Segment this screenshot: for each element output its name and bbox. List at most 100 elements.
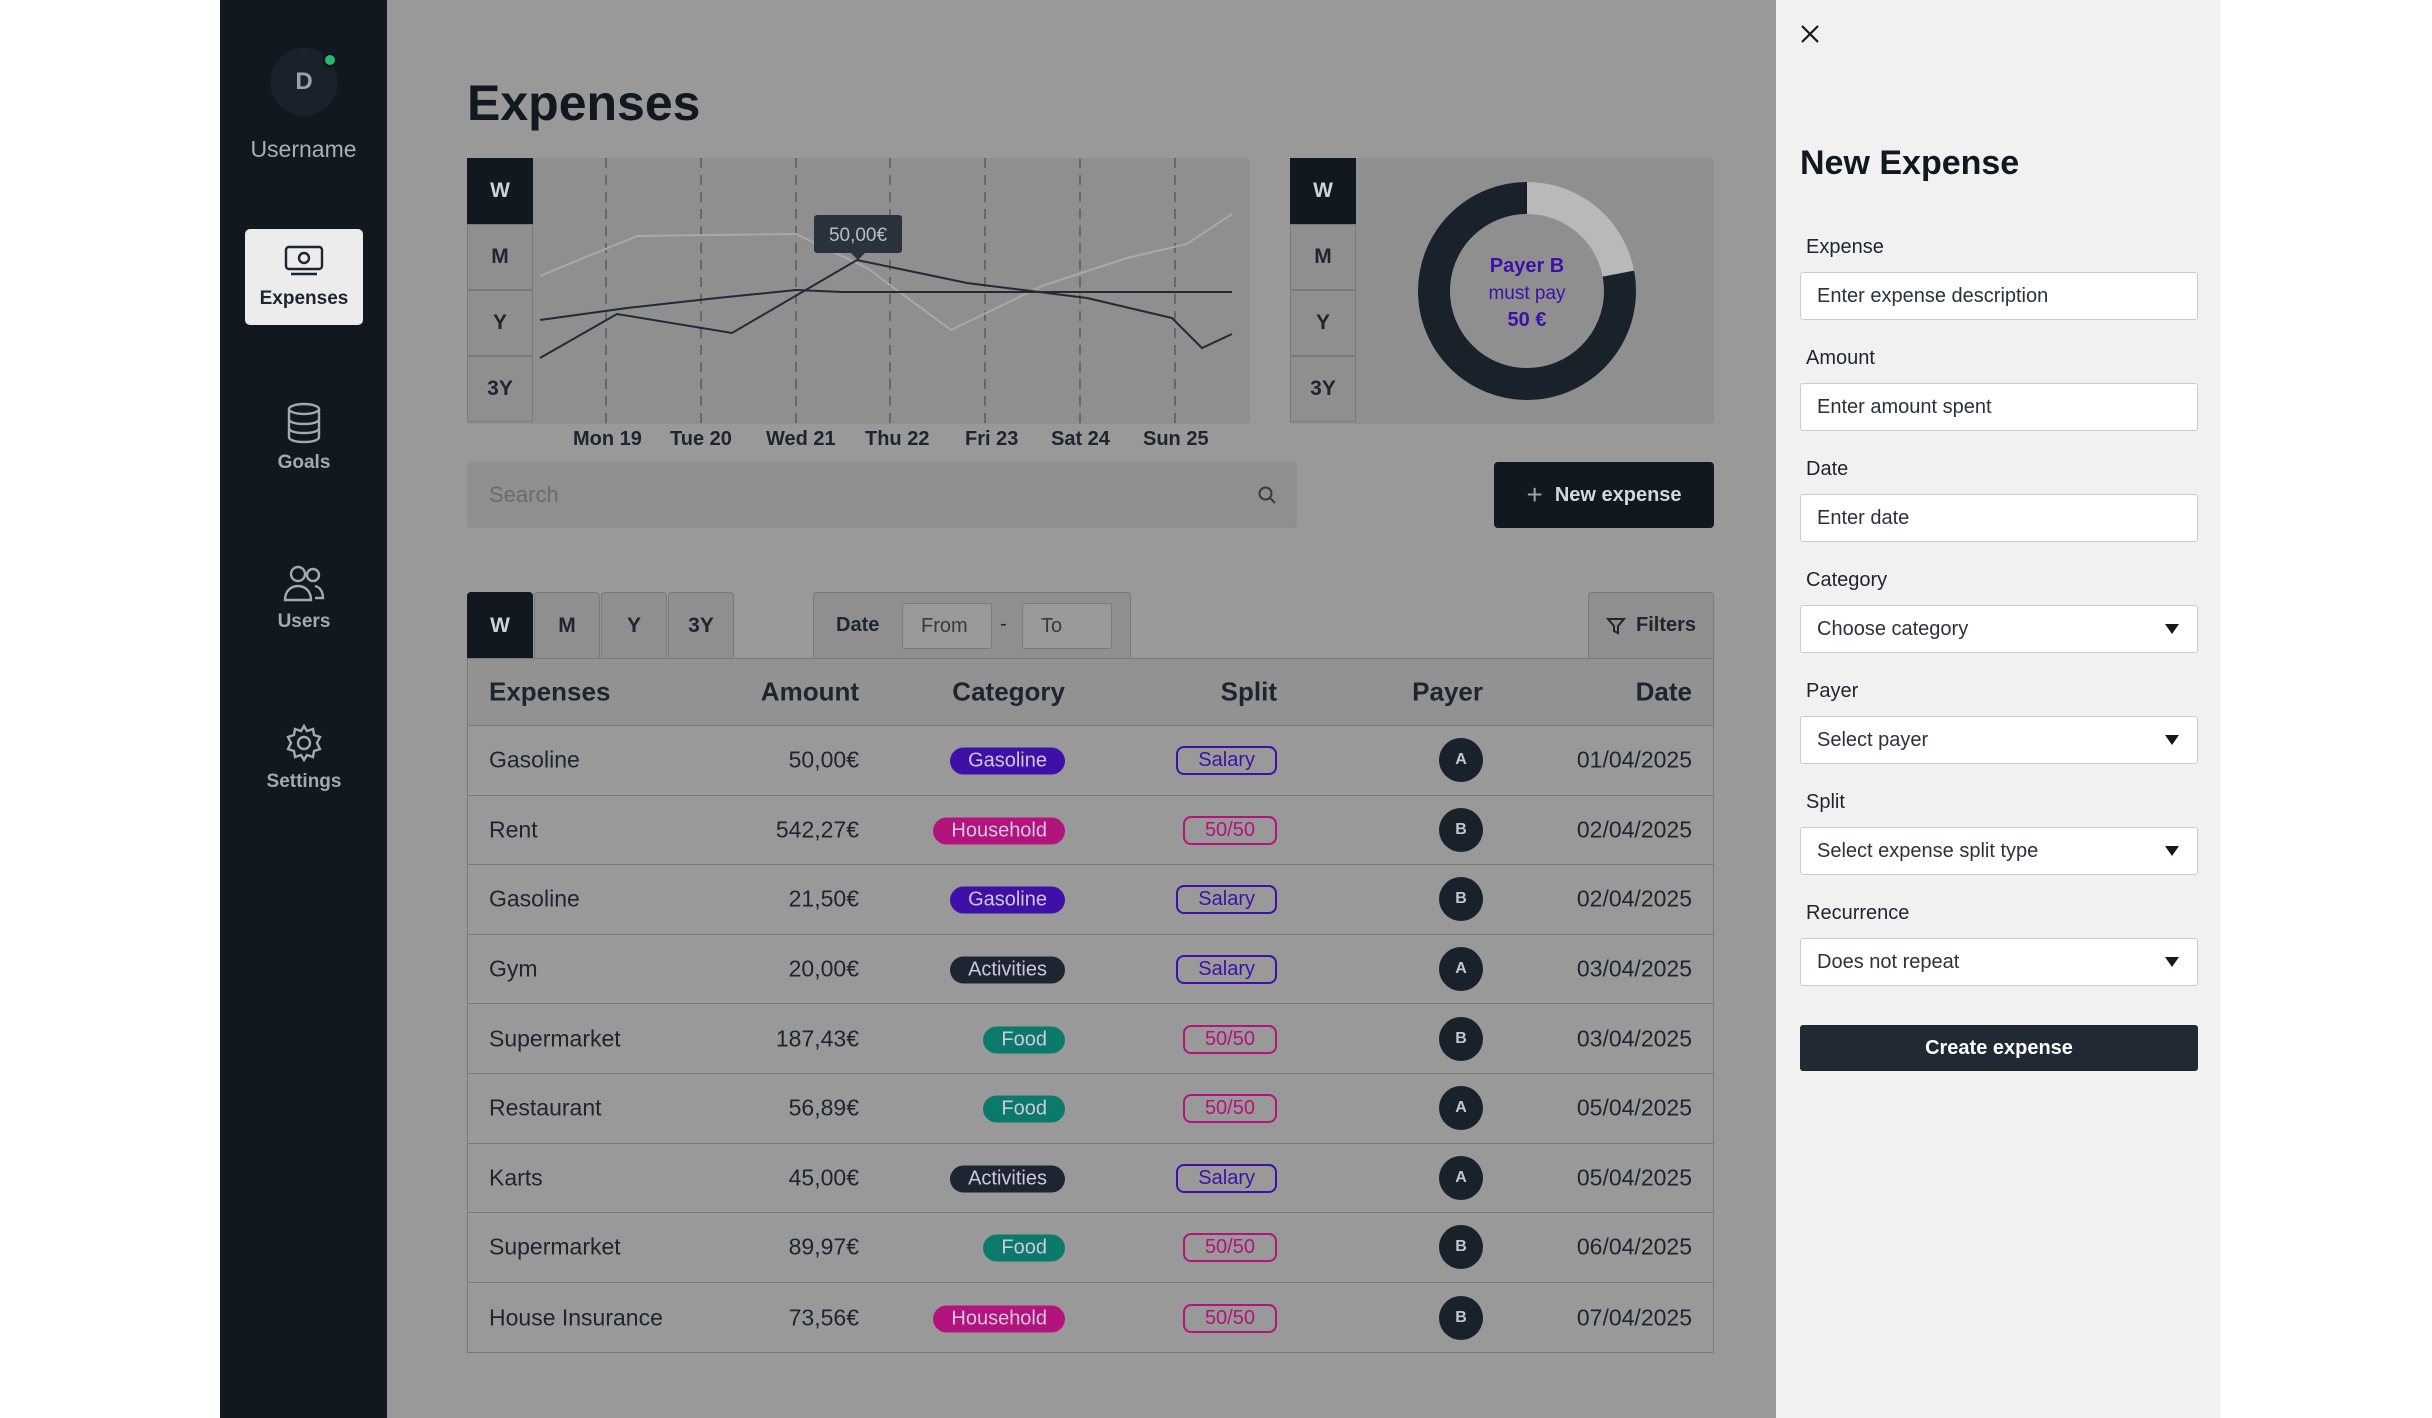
- table-row[interactable]: Rent 542,27€ Household 50/50 B 02/04/2025: [468, 796, 1713, 866]
- category-select[interactable]: Choose category: [1800, 605, 2198, 653]
- period-3year-tab[interactable]: 3Y: [668, 592, 734, 658]
- sidebar-item-users[interactable]: Users: [245, 550, 363, 646]
- header-expenses[interactable]: Expenses: [489, 676, 611, 707]
- category-field-label: Category: [1806, 569, 1888, 591]
- table-row[interactable]: Restaurant 56,89€ Food 50/50 A 05/04/2025: [468, 1074, 1713, 1144]
- expense-date: 05/04/2025: [1576, 1164, 1692, 1191]
- table-row[interactable]: Supermarket 187,43€ Food 50/50 B 03/04/2025: [468, 1004, 1713, 1074]
- table-row[interactable]: Gasoline 50,00€ Gasoline Salary A 01/04/2025: [468, 726, 1713, 796]
- donut-range-3year-button[interactable]: 3Y: [1290, 356, 1356, 422]
- recurrence-select-value: Does not repeat: [1817, 950, 1960, 973]
- date-filter-label: Date: [836, 614, 880, 636]
- expense-amount: 89,97€: [788, 1233, 859, 1260]
- payer-avatar: A: [1439, 738, 1483, 783]
- split-cell: Salary: [1176, 745, 1277, 776]
- payer-select[interactable]: Select payer: [1800, 716, 2198, 764]
- avatar-initial: D: [295, 68, 313, 95]
- sidebar-item-label: Settings: [266, 771, 342, 792]
- payer-cell: A: [1439, 1086, 1483, 1131]
- split-badge: 50/50: [1182, 1024, 1277, 1054]
- split-cell: Salary: [1176, 954, 1277, 985]
- expense-description-input[interactable]: [1800, 272, 2198, 320]
- payer-avatar: B: [1439, 1016, 1483, 1061]
- date-to-input[interactable]: [1022, 603, 1112, 649]
- category-cell: Food: [983, 1024, 1065, 1054]
- x-tick-label: Thu 22: [865, 428, 930, 450]
- expense-date: 02/04/2025: [1576, 885, 1692, 912]
- caret-down-icon: [2165, 957, 2179, 967]
- range-month-button[interactable]: M: [467, 224, 533, 290]
- split-select[interactable]: Select expense split type: [1800, 827, 2198, 875]
- series-line-light: [539, 213, 1233, 332]
- expense-date: 06/04/2025: [1576, 1233, 1692, 1260]
- sidebar-item-label: Goals: [277, 452, 331, 473]
- split-cell: Salary: [1176, 884, 1277, 915]
- range-week-button[interactable]: W: [467, 158, 533, 224]
- header-payer[interactable]: Payer: [1412, 676, 1483, 707]
- sidebar-item-label: Users: [277, 611, 331, 632]
- expense-name: Rent: [489, 816, 538, 843]
- close-icon[interactable]: [1798, 22, 1822, 46]
- split-cell: 50/50: [1182, 815, 1277, 845]
- table-row[interactable]: Gym 20,00€ Activities Salary A 03/04/2025: [468, 935, 1713, 1005]
- payer-avatar: A: [1439, 1086, 1483, 1131]
- table-row[interactable]: Karts 45,00€ Activities Salary A 05/04/2025: [468, 1144, 1713, 1214]
- donut-range-selector: W M Y 3Y: [1290, 158, 1356, 422]
- category-cell: Activities: [950, 1163, 1065, 1193]
- payer-cell: A: [1439, 1155, 1483, 1200]
- header-category[interactable]: Category: [952, 676, 1065, 707]
- donut-range-week-button[interactable]: W: [1290, 158, 1356, 224]
- x-tick-label: Sat 24: [1051, 428, 1110, 450]
- plus-icon: +: [1526, 479, 1543, 510]
- new-expense-button[interactable]: + New expense: [1494, 462, 1714, 528]
- recurrence-select[interactable]: Does not repeat: [1800, 938, 2198, 986]
- payer-cell: B: [1439, 807, 1483, 852]
- table-row[interactable]: Gasoline 21,50€ Gasoline Salary B 02/04/2025: [468, 865, 1713, 935]
- period-year-tab[interactable]: Y: [601, 592, 667, 658]
- amount-input[interactable]: [1800, 383, 2198, 431]
- header-date[interactable]: Date: [1635, 676, 1692, 707]
- range-3year-button[interactable]: 3Y: [467, 356, 533, 422]
- x-tick-label: Mon 19: [573, 428, 642, 450]
- search-icon[interactable]: [1257, 485, 1277, 505]
- tooltip-arrow: [851, 253, 865, 260]
- expense-name: Gasoline: [489, 885, 580, 912]
- sidebar-item-goals[interactable]: Goals: [245, 390, 363, 486]
- table-row[interactable]: Supermarket 89,97€ Food 50/50 B 06/04/2025: [468, 1213, 1713, 1283]
- series-line-flat: [539, 288, 1232, 321]
- donut-range-year-button[interactable]: Y: [1290, 290, 1356, 356]
- date-input[interactable]: [1800, 494, 2198, 542]
- series-line-dark: [539, 258, 1233, 359]
- search-input[interactable]: [489, 482, 1229, 508]
- split-cell: 50/50: [1182, 1303, 1277, 1333]
- table-row[interactable]: House Insurance 73,56€ Household 50/50 B 07/0…: [468, 1283, 1713, 1353]
- category-badge: Household: [933, 817, 1065, 845]
- user-avatar[interactable]: D: [270, 48, 338, 116]
- category-cell: Household: [933, 815, 1065, 845]
- filters-button[interactable]: Filters: [1588, 592, 1714, 658]
- category-badge: Food: [983, 1095, 1065, 1123]
- x-tick-label: Sun 25: [1143, 428, 1209, 450]
- donut-chart: Payer B must pay 50 €: [1418, 182, 1636, 400]
- header-split[interactable]: Split: [1220, 676, 1277, 707]
- payer-avatar: A: [1439, 1155, 1483, 1200]
- date-from-input[interactable]: [902, 603, 992, 649]
- chart-range-selector: W M Y 3Y: [467, 158, 533, 422]
- chart-tooltip: 50,00€: [829, 225, 888, 246]
- split-badge: 50/50: [1182, 815, 1277, 845]
- users-icon: [283, 565, 325, 602]
- split-cell: 50/50: [1182, 1232, 1277, 1263]
- expense-date: 05/04/2025: [1576, 1094, 1692, 1121]
- header-amount[interactable]: Amount: [760, 676, 859, 707]
- range-year-button[interactable]: Y: [467, 290, 533, 356]
- sidebar-item-expenses[interactable]: Expenses: [245, 229, 363, 325]
- category-cell: Gasoline: [950, 746, 1065, 775]
- period-week-tab[interactable]: W: [467, 592, 533, 658]
- payer-avatar: B: [1439, 877, 1483, 922]
- expense-field-label: Expense: [1806, 236, 1884, 258]
- sidebar-item-settings[interactable]: Settings: [245, 710, 363, 806]
- create-expense-button[interactable]: Create expense: [1800, 1025, 2198, 1071]
- donut-range-month-button[interactable]: M: [1290, 224, 1356, 290]
- period-month-tab[interactable]: M: [534, 592, 600, 658]
- tooltip-box: [814, 215, 902, 253]
